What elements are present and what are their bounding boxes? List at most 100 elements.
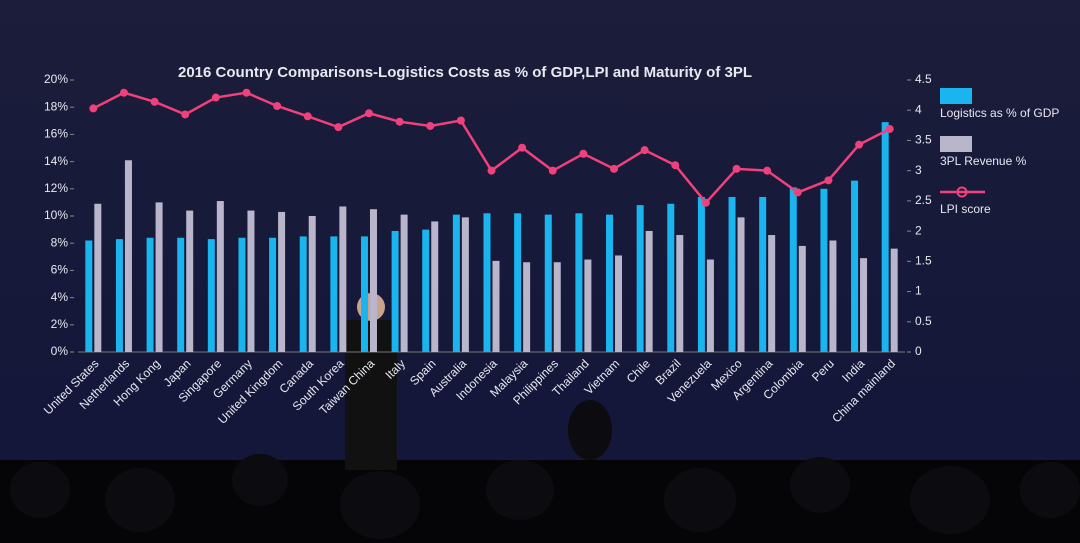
line-point	[579, 149, 588, 158]
line-point	[885, 124, 894, 133]
bar	[330, 236, 338, 352]
y2-tick-label: 4.5	[915, 72, 932, 86]
line-point	[701, 198, 710, 207]
bar	[400, 214, 408, 352]
line-point	[824, 176, 833, 185]
line-point	[334, 123, 343, 132]
bar	[483, 213, 491, 352]
y2-tick-label: 1.5	[915, 254, 932, 268]
bar	[575, 213, 583, 352]
y-tick-label: 12%	[44, 181, 68, 195]
bar	[369, 209, 377, 352]
legend-label: Logistics as % of GDP	[940, 106, 1059, 120]
y-tick-label: 18%	[44, 99, 68, 113]
y-tick-label: 4%	[51, 290, 69, 304]
line-point	[610, 164, 619, 173]
legend-label: LPI score	[940, 202, 991, 216]
chart-title: 2016 Country Comparisons-Logistics Costs…	[178, 64, 752, 81]
bar	[115, 239, 123, 352]
bar	[207, 239, 215, 352]
line-point	[793, 188, 802, 197]
line-point	[855, 140, 864, 149]
bar	[514, 213, 522, 352]
y2-tick-label: 0.5	[915, 314, 932, 328]
bar	[789, 187, 797, 352]
bar	[851, 180, 859, 352]
y2-tick-label: 0	[915, 344, 922, 358]
bar	[431, 221, 439, 352]
y-tick-label: 2%	[51, 317, 69, 331]
line-point	[426, 121, 435, 130]
screen	[0, 0, 1080, 470]
bar	[676, 235, 684, 352]
legend-swatch	[940, 88, 972, 104]
bar	[798, 245, 806, 352]
line-point	[364, 109, 373, 118]
bar	[667, 203, 675, 352]
y-tick-label: 16%	[44, 127, 68, 141]
bar	[890, 248, 898, 352]
bar	[146, 237, 154, 352]
y2-tick-label: 2	[915, 223, 922, 237]
bar	[94, 203, 102, 352]
bar	[238, 237, 246, 352]
line-point	[487, 166, 496, 175]
bar	[339, 206, 347, 352]
line-point	[242, 88, 251, 97]
line-point	[732, 164, 741, 173]
line-point	[763, 166, 772, 175]
y-tick-label: 20%	[44, 72, 68, 86]
bar	[544, 214, 552, 352]
legend-label: 3PL Revenue %	[940, 154, 1027, 168]
bar	[523, 262, 531, 352]
y-tick-label: 8%	[51, 235, 69, 249]
bar	[492, 260, 500, 352]
bar	[452, 214, 460, 352]
bar	[85, 240, 93, 352]
bar	[391, 230, 399, 352]
legend-swatch	[940, 136, 972, 152]
line-point	[119, 88, 128, 97]
legend-swatch	[956, 186, 968, 198]
line-point	[181, 110, 190, 119]
bar	[636, 205, 644, 352]
line-point	[671, 161, 680, 170]
bar	[860, 258, 868, 352]
bar	[360, 236, 368, 352]
y2-tick-label: 2.5	[915, 193, 932, 207]
bar	[584, 259, 592, 352]
line-point	[150, 97, 159, 106]
y2-tick-label: 1	[915, 284, 922, 298]
bar	[216, 201, 224, 352]
line-point	[640, 146, 649, 155]
bar	[759, 196, 767, 352]
bar	[461, 217, 469, 352]
bar	[186, 210, 194, 352]
bar	[645, 230, 653, 352]
bar	[155, 202, 163, 352]
bar	[308, 216, 316, 352]
bar	[820, 188, 828, 352]
bar	[615, 255, 623, 352]
line-point	[548, 166, 557, 175]
line-point	[211, 93, 220, 102]
bar	[881, 122, 889, 352]
bar	[124, 160, 132, 352]
bar	[247, 210, 255, 352]
y-tick-label: 6%	[51, 263, 69, 277]
line-point	[395, 117, 404, 126]
y-tick-label: 10%	[44, 208, 68, 222]
bar	[177, 237, 185, 352]
bar	[422, 229, 430, 352]
line-point	[303, 112, 312, 121]
line-point	[518, 143, 527, 152]
bar	[697, 196, 705, 352]
bar	[269, 237, 277, 352]
y2-tick-label: 4	[915, 102, 922, 116]
line-point	[273, 101, 282, 110]
line-point	[89, 104, 98, 113]
bar	[606, 214, 614, 352]
y-tick-label: 14%	[44, 154, 68, 168]
bar	[299, 236, 307, 352]
